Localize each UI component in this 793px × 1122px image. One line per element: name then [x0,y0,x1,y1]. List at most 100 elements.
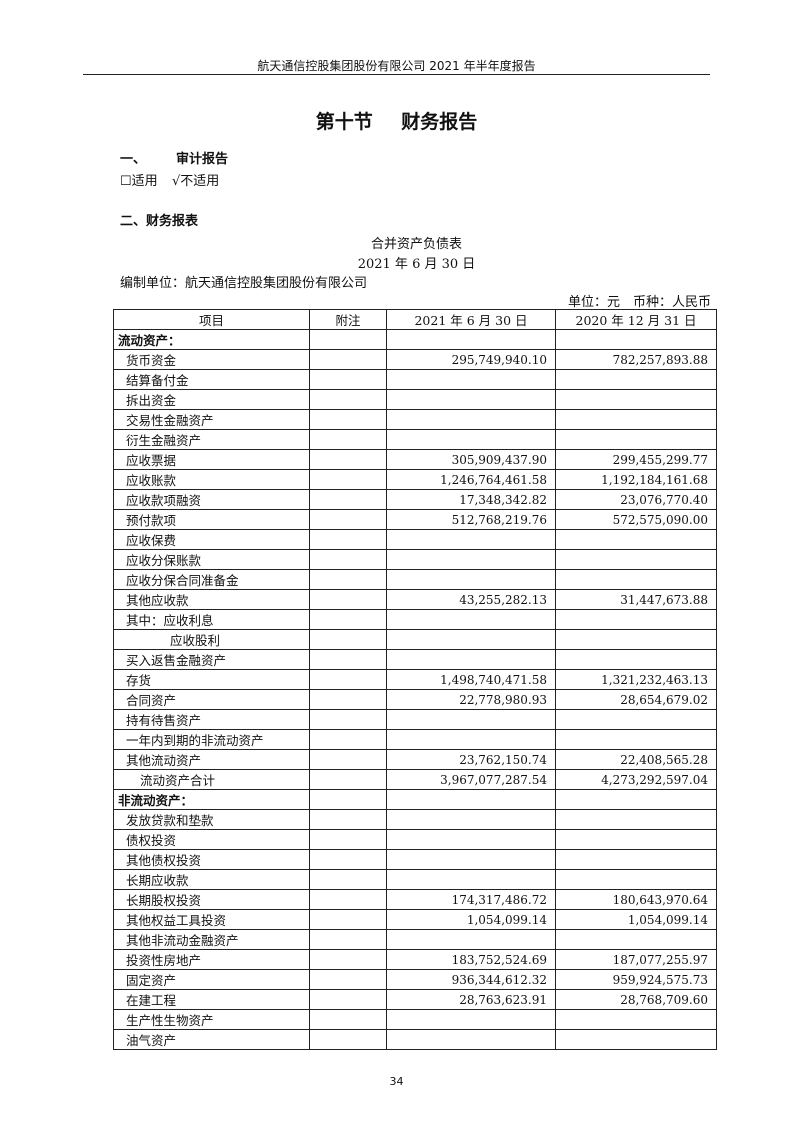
row-prior-value [555,1009,717,1030]
row-current-value: 512,768,219.76 [386,509,556,530]
table-row: 应收票据 305,909,437.90 299,455,299.77 [113,449,717,470]
row-current-value [386,369,556,390]
row-prior-value: 187,077,255.97 [555,949,717,970]
row-prior-value [555,389,717,410]
row-note [309,609,387,630]
row-prior-value [555,369,717,390]
table-row: 流动资产合计 3,967,077,287.54 4,273,292,597.04 [113,769,717,790]
row-current-value [386,849,556,870]
table-row: 存货 1,498,740,471.58 1,321,232,463.13 [113,669,717,690]
row-item: 在建工程 [113,989,310,1010]
balance-sheet-table: 项目 附注 2021 年 6 月 30 日 2020 年 12 月 31 日 流… [113,309,717,1050]
row-item: 发放贷款和垫款 [113,809,310,830]
column-header-prior: 2020 年 12 月 31 日 [555,309,717,330]
row-prior-value [555,789,717,810]
table-row: 流动资产： [113,329,717,350]
row-current-value [386,389,556,410]
sheet-date: 2021 年 6 月 30 日 [357,257,476,272]
row-item: 其他非流动金融资产 [113,929,310,950]
row-note [309,929,387,950]
row-prior-value [555,429,717,450]
row-prior-value: 959,924,575.73 [555,969,717,990]
row-item: 油气资产 [113,1029,310,1050]
row-current-value: 3,967,077,287.54 [386,769,556,790]
row-prior-value: 23,076,770.40 [555,489,717,510]
table-row: 应收保费 [113,529,717,550]
row-prior-value [555,709,717,730]
row-current-value: 43,255,282.13 [386,589,556,610]
row-current-value: 174,317,486.72 [386,889,556,910]
row-prior-value: 180,643,970.64 [555,889,717,910]
row-current-value [386,569,556,590]
row-note [309,349,387,370]
row-item: 长期应收款 [113,869,310,890]
row-item: 生产性生物资产 [113,1009,310,1030]
row-note [309,909,387,930]
row-prior-value [555,569,717,590]
row-prior-value: 28,768,709.60 [555,989,717,1010]
page-number: 34 [389,1075,404,1088]
row-note [309,489,387,510]
statements-heading: 二、财务报表 [120,214,199,229]
row-current-value [386,1009,556,1030]
row-current-value [386,609,556,630]
column-header-item: 项目 [113,309,310,330]
row-prior-value [555,629,717,650]
table-header-row: 项目 附注 2021 年 6 月 30 日 2020 年 12 月 31 日 [113,309,717,330]
row-current-value: 1,054,099.14 [386,909,556,930]
row-item: 持有待售资产 [113,709,310,730]
row-prior-value: 4,273,292,597.04 [555,769,717,790]
row-item: 结算备付金 [113,369,310,390]
table-row: 其他债权投资 [113,849,717,870]
row-note [309,629,387,650]
row-item: 应收票据 [113,449,310,470]
row-item: 应收分保账款 [113,549,310,570]
column-header-current: 2021 年 6 月 30 日 [386,309,556,330]
option-not-applicable: √不适用 [172,174,220,189]
row-current-value [386,789,556,810]
row-prior-value [555,1029,717,1050]
row-item: 长期股权投资 [113,889,310,910]
row-current-value [386,429,556,450]
row-current-value [386,929,556,950]
table-row: 应收股利 [113,629,717,650]
row-note [309,869,387,890]
table-row: 在建工程 28,763,623.91 28,768,709.60 [113,989,717,1010]
table-row: 买入返售金融资产 [113,649,717,670]
row-prior-value [555,409,717,430]
row-note [309,769,387,790]
running-header: 航天通信控股集团股份有限公司 2021 年半年度报告 [257,59,536,73]
table-row: 非流动资产： [113,789,717,810]
row-note [309,1009,387,1030]
table-row: 结算备付金 [113,369,717,390]
audit-heading-number: 一、 [120,152,147,167]
row-prior-value [555,929,717,950]
row-note [309,849,387,870]
row-current-value: 28,763,623.91 [386,989,556,1010]
row-item: 其他债权投资 [113,849,310,870]
row-prior-value: 782,257,893.88 [555,349,717,370]
row-item: 应收款项融资 [113,489,310,510]
table-row: 应收账款 1,246,764,461.58 1,192,184,161.68 [113,469,717,490]
row-prior-value [555,829,717,850]
row-item: 买入返售金融资产 [113,649,310,670]
row-item: 存货 [113,669,310,690]
row-current-value [386,549,556,570]
audit-heading: 审计报告 [176,152,229,167]
sheet-preparer: 编制单位：航天通信控股集团股份有限公司 [120,276,368,291]
row-current-value: 17,348,342.82 [386,489,556,510]
table-row: 其他流动资产 23,762,150.74 22,408,565.28 [113,749,717,770]
table-row: 衍生金融资产 [113,429,717,450]
row-item: 一年内到期的非流动资产 [113,729,310,750]
row-prior-value [555,549,717,570]
option-applicable: ☐适用 [120,174,158,189]
row-item: 应收分保合同准备金 [113,569,310,590]
column-header-note: 附注 [309,309,387,330]
row-current-value [386,329,556,350]
row-current-value [386,529,556,550]
row-item: 其他应收款 [113,589,310,610]
row-note [309,829,387,850]
row-prior-value: 31,447,673.88 [555,589,717,610]
row-prior-value: 1,054,099.14 [555,909,717,930]
row-note [309,569,387,590]
